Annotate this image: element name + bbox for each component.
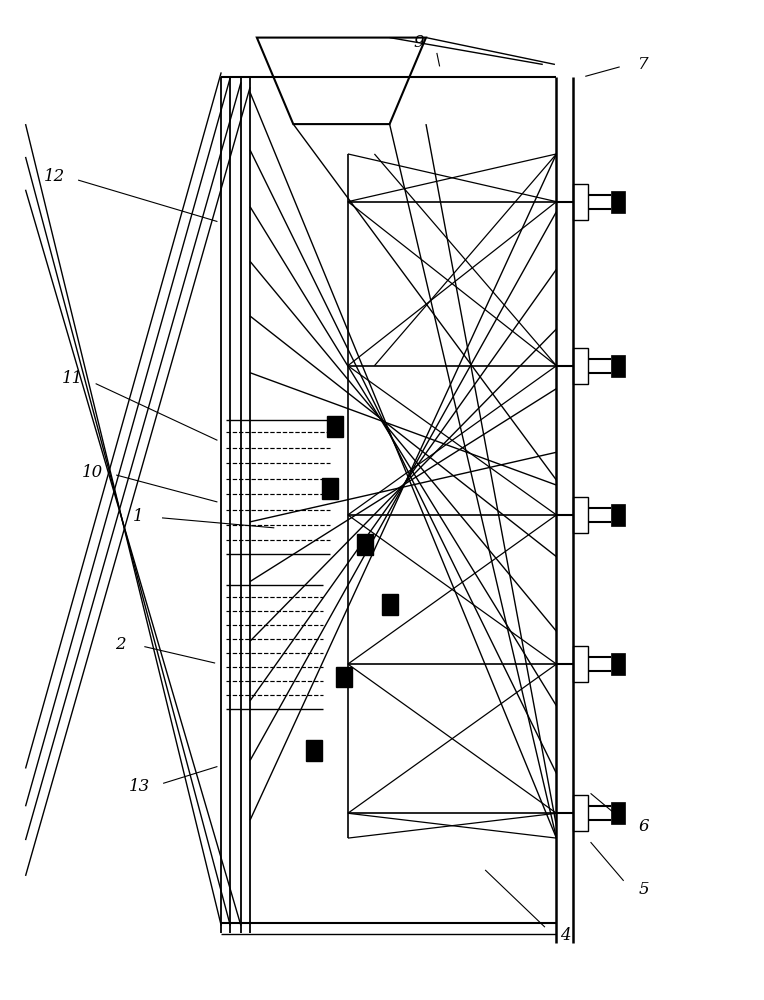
Bar [573, 184, 588, 220]
Bar [322, 478, 338, 499]
Bar [306, 740, 322, 761]
Bar [611, 191, 625, 213]
Bar [573, 646, 588, 682]
Text: 6: 6 [639, 818, 649, 835]
Text: 2: 2 [115, 636, 125, 653]
Bar [573, 348, 588, 384]
Text: 12: 12 [44, 168, 65, 185]
Text: 4: 4 [560, 927, 571, 944]
Text: 7: 7 [639, 56, 649, 73]
Bar [358, 534, 374, 555]
Text: 10: 10 [82, 464, 103, 481]
Text: 11: 11 [62, 370, 83, 387]
Bar [611, 653, 625, 675]
Text: 13: 13 [128, 778, 150, 795]
Bar [336, 667, 352, 687]
Bar [573, 795, 588, 831]
Bar [611, 355, 625, 377]
Bar [611, 504, 625, 526]
Bar [382, 594, 397, 615]
Text: 1: 1 [132, 508, 143, 525]
Text: 9: 9 [413, 34, 424, 51]
Bar [573, 497, 588, 533]
Text: 5: 5 [639, 881, 649, 898]
Bar [327, 416, 343, 437]
Bar [611, 802, 625, 824]
